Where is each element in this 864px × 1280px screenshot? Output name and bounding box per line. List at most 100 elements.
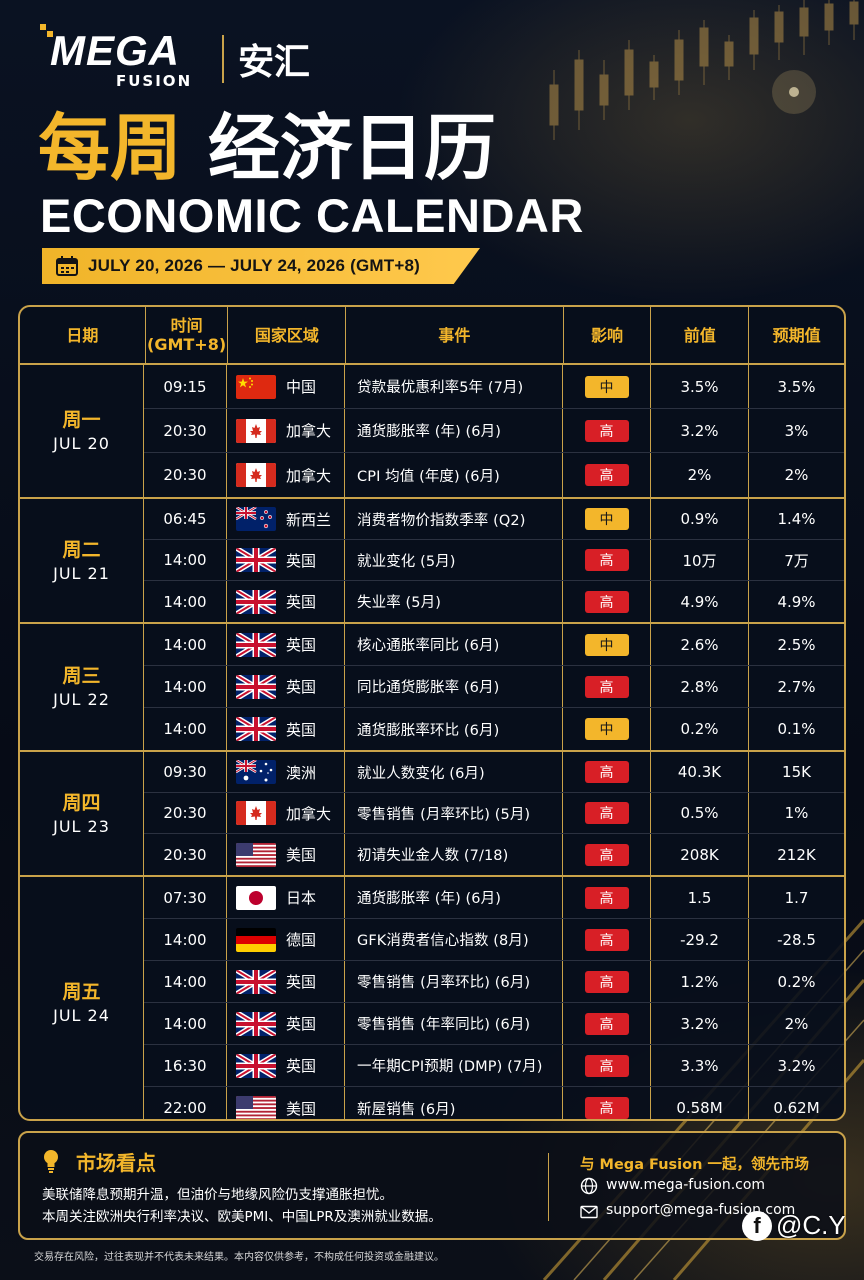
impact-badge: 高 — [584, 970, 629, 993]
time-cell: 14:00 — [144, 919, 227, 960]
time-cell: 07:30 — [144, 877, 227, 918]
country-name: 英国 — [286, 1057, 317, 1075]
forecast-cell: 2.7% — [777, 677, 816, 696]
time-cell: 06:45 — [144, 499, 227, 539]
canada-flag-icon — [236, 801, 276, 825]
country-name: 英国 — [286, 636, 317, 654]
time-cell: 14:00 — [144, 624, 227, 665]
day-date: JUL 22 — [53, 690, 110, 709]
forecast-cell: 1.4% — [777, 510, 816, 528]
event-cell: 消费者物价指数季率 (Q2) — [345, 499, 563, 539]
forecast-cell: 2% — [784, 1014, 809, 1033]
impact-badge: 高 — [584, 1054, 629, 1077]
japan-flag-icon — [236, 885, 276, 910]
forecast-cell: 1% — [784, 804, 809, 822]
country-name: 英国 — [286, 551, 317, 570]
impact-cell: 高 — [563, 793, 651, 833]
impact-cell: 高 — [563, 919, 651, 960]
country-cell: 德国 — [227, 919, 345, 960]
previous-cell: 3.2% — [651, 1003, 749, 1044]
country-name: 英国 — [286, 593, 317, 611]
globe-icon — [580, 1177, 598, 1195]
calendar-table: 日期 时间 (GMT+8) 国家区域 事件 影响 前值 预期值 周一 JUL 20… — [18, 305, 846, 1121]
impact-cell: 高 — [563, 1087, 651, 1119]
impact-badge: 高 — [584, 928, 629, 951]
impact-badge: 中 — [584, 375, 629, 398]
impact-cell: 高 — [563, 409, 651, 452]
logo-mega-text: MEGA — [50, 27, 180, 74]
country-cell: 美国 — [227, 834, 345, 875]
market-insight-panel: 市场看点 美联储降息预期升温，但油价与地缘风险仍支撑通胀担忧。 本周关注欧洲央行… — [18, 1131, 846, 1240]
country-name: 日本 — [286, 889, 317, 907]
previous-cell: 0.5% — [651, 793, 749, 833]
header-event: 事件 — [346, 307, 564, 363]
date-range-text: JULY 20, 2026 — JULY 24, 2026 (GMT+8) — [88, 256, 421, 275]
table-row: 20:30 加拿大 通货膨胀率 (年) (6月) 高 3.2% 3% — [144, 409, 844, 453]
day-name: 周二 — [62, 538, 101, 561]
country-name: 加拿大 — [286, 422, 332, 440]
uk-flag-icon — [236, 1053, 276, 1078]
forecast-cell: 4.9% — [777, 592, 816, 611]
country-cell: 英国 — [227, 961, 345, 1002]
previous-cell: 208K — [651, 834, 749, 875]
table-row: 14:00 英国 失业率 (5月) 高 4.9% 4.9% — [144, 581, 844, 622]
page-title-chinese: 每周 经济日历 — [38, 102, 496, 194]
country-name: 美国 — [286, 1099, 317, 1118]
time-cell: 20:30 — [144, 834, 227, 875]
new-zealand-flag-icon — [236, 507, 276, 531]
day-cell: 周五 JUL 24 — [20, 877, 144, 1119]
day-cell: 周四 JUL 23 — [20, 752, 144, 875]
impact-cell: 高 — [563, 581, 651, 622]
table-row: 16:30 英国 一年期CPI预期 (DMP) (7月) 高 3.3% 3.2% — [144, 1045, 844, 1087]
country-name: 美国 — [286, 846, 317, 864]
table-body: 周一 JUL 20 09:15 中国 贷款最优惠利率5年 (7月) 中 3.5% 3.5% 20… — [20, 365, 844, 1119]
table-row: 14:00 英国 零售销售 (年率同比) (6月) 高 3.2% 2% — [144, 1003, 844, 1045]
impact-badge: 高 — [584, 802, 629, 824]
country-name: 英国 — [286, 973, 317, 991]
impact-badge: 高 — [584, 590, 629, 613]
table-row: 20:30 美国 初请失业金人数 (7/18) 高 208K 212K — [144, 834, 844, 875]
brand-logo: MEGA FUSION 安汇 — [40, 24, 310, 92]
day-date: JUL 21 — [53, 563, 110, 583]
table-row: 14:00 英国 就业变化 (5月) 高 10万 7万 — [144, 540, 844, 581]
canada-flag-icon — [236, 418, 276, 443]
previous-cell: 4.9% — [651, 581, 749, 622]
uk-flag-icon — [236, 548, 276, 572]
us-flag-icon — [236, 1096, 276, 1119]
impact-cell: 中 — [563, 624, 651, 665]
uk-flag-icon — [236, 674, 276, 699]
event-cell: 就业变化 (5月) — [345, 540, 563, 580]
time-cell: 20:30 — [144, 409, 227, 452]
title-gold-part: 每周 — [38, 106, 183, 190]
time-cell: 14:00 — [144, 581, 227, 622]
header-time-line1: 时间 — [170, 316, 203, 335]
country-name: 澳洲 — [286, 763, 317, 782]
event-cell: 通货膨胀率 (年) (6月) — [345, 409, 563, 452]
country-cell: 加拿大 — [227, 409, 345, 452]
country-cell: 英国 — [227, 708, 345, 750]
forecast-cell: 2% — [784, 466, 809, 484]
logo-divider — [222, 35, 224, 83]
title-white-part: 经济日历 — [208, 106, 497, 190]
forecast-cell: 3.5% — [777, 377, 816, 396]
previous-cell: 0.9% — [651, 499, 749, 539]
impact-badge: 高 — [584, 761, 629, 783]
event-cell: 贷款最优惠利率5年 (7月) — [345, 365, 563, 408]
header-date: 日期 — [20, 307, 146, 363]
country-name: 新西兰 — [286, 510, 332, 529]
candlestick-decoration — [549, 0, 859, 140]
country-name: 加拿大 — [286, 804, 332, 823]
event-cell: 通货膨胀率环比 (6月) — [345, 708, 563, 750]
china-flag-icon — [236, 374, 276, 399]
time-cell: 14:00 — [144, 708, 227, 750]
website-link[interactable]: www.mega-fusion.com — [606, 1177, 766, 1193]
time-cell: 14:00 — [144, 666, 227, 707]
previous-cell: 40.3K — [651, 752, 749, 792]
country-cell: 加拿大 — [227, 453, 345, 497]
risk-disclaimer: 交易存在风险，过往表现并不代表未来结果。本内容仅供参考，不构成任何投资或金融建议… — [34, 1252, 444, 1263]
event-cell: 同比通货膨胀率 (6月) — [345, 666, 563, 707]
event-cell: 通货膨胀率 (年) (6月) — [345, 877, 563, 918]
country-cell: 英国 — [227, 1003, 345, 1044]
day-cell: 周一 JUL 20 — [20, 365, 144, 497]
day-date: JUL 24 — [53, 1006, 110, 1025]
